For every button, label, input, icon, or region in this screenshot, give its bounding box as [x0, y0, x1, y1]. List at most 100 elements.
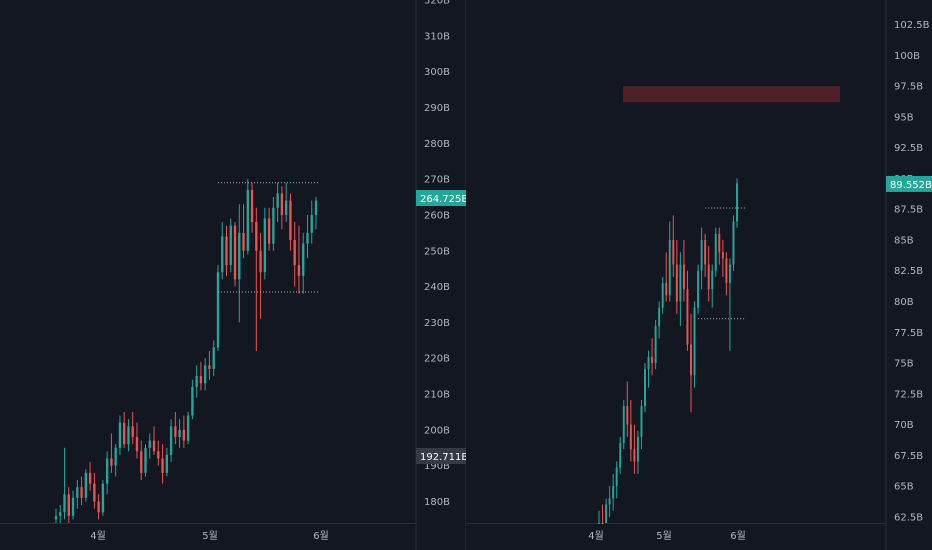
left-chart-pane[interactable]: 180B 190B 200B 210B 220B 230B 240B 250B 260B 270B… — [0, 0, 466, 550]
candle-body — [615, 467, 618, 487]
x-tick-label: 4월 — [90, 530, 106, 542]
candle-body — [238, 232, 241, 280]
y-tick-label: 230B — [424, 318, 450, 329]
candle-body — [67, 494, 70, 516]
candle-body — [721, 252, 724, 259]
y-tick-label: 310B — [424, 31, 450, 42]
candle-body — [59, 512, 62, 516]
right-candlestick-chart[interactable]: 62.5B 65B 67.5B 70B 72.5B 75B 77.5B 80B 82.5B 85B… — [466, 0, 932, 550]
candle-body — [672, 239, 675, 265]
candle-body — [114, 447, 117, 466]
last-price-label: 89.552B — [890, 180, 932, 191]
candle-body — [276, 193, 279, 208]
candle-body — [654, 326, 657, 364]
candle-body — [707, 264, 710, 290]
candle-body — [302, 243, 305, 276]
candle-body — [255, 222, 258, 251]
candle-body — [725, 258, 728, 284]
candle-body — [144, 447, 147, 473]
y-tick-label: 85B — [894, 235, 914, 246]
candle-body — [140, 451, 143, 473]
candle-body — [212, 347, 215, 369]
marker-price-label: 192.711B — [420, 452, 466, 463]
candle-body — [225, 236, 228, 266]
y-tick-label: 100B — [894, 51, 920, 62]
y-tick-label: 220B — [424, 354, 450, 365]
candle-body — [97, 501, 100, 513]
y-tick-label: 190B — [424, 461, 450, 472]
candle-body — [612, 486, 615, 499]
candle-body — [157, 451, 160, 459]
candle-body — [633, 449, 636, 462]
y-tick-label: 300B — [424, 67, 450, 78]
right-chart-pane[interactable]: 62.5B 65B 67.5B 70B 72.5B 75B 77.5B 80B 82.5B 85B… — [466, 0, 932, 550]
candle-body — [675, 264, 678, 302]
candle-body — [127, 426, 130, 445]
candle-body — [229, 225, 232, 266]
candle-body — [651, 356, 654, 364]
candle-body — [598, 523, 600, 524]
x-tick-label: 6월 — [730, 530, 746, 542]
candle-body — [718, 233, 721, 253]
candle-body — [640, 406, 643, 437]
candle-body — [195, 376, 198, 387]
candle-body — [293, 240, 296, 266]
candle-body — [629, 424, 632, 450]
candle-body — [686, 289, 689, 345]
candle-body — [246, 189, 249, 251]
x-tick-label: 5월 — [656, 530, 672, 542]
x-tick-label: 5월 — [202, 530, 218, 542]
candle-body — [297, 265, 301, 276]
candle-body — [682, 264, 685, 290]
candle-body — [191, 386, 194, 416]
y-tick-label: 65B — [894, 482, 914, 493]
candle-body — [626, 406, 629, 425]
x-tick-label: 4월 — [588, 530, 604, 542]
y-tick-label: 70B — [894, 420, 914, 431]
candle-body — [233, 225, 237, 280]
y-tick-label: 67.5B — [894, 451, 923, 462]
candle-body — [714, 233, 717, 271]
y-tick-label: 82.5B — [894, 266, 923, 277]
y-tick-label: 97.5B — [894, 82, 923, 93]
candle-body — [647, 356, 650, 370]
y-tick-label: 210B — [424, 390, 450, 401]
candle-body — [204, 365, 207, 384]
candle-body — [668, 239, 671, 296]
candle-body — [693, 307, 696, 376]
candle-body — [199, 376, 203, 384]
candle-body — [63, 494, 66, 513]
y-tick-label: 72.5B — [894, 389, 923, 400]
candle-body — [272, 207, 275, 244]
candle-body — [736, 183, 738, 222]
candle-body — [636, 436, 639, 462]
x-tick-label: 6월 — [313, 530, 329, 542]
y-tick-label: 80B — [894, 297, 914, 308]
candle-body — [605, 504, 608, 523]
y-tick-label: 290B — [424, 103, 450, 114]
candle-body — [216, 272, 220, 348]
candle-body — [250, 189, 254, 223]
candle-body — [54, 515, 58, 520]
candle-body — [658, 307, 661, 327]
candle-body — [84, 472, 88, 498]
candle-body — [700, 239, 703, 271]
candle-body — [732, 221, 735, 265]
candle-body — [728, 264, 731, 284]
candle-body — [697, 270, 700, 308]
candle-body — [665, 283, 668, 296]
candle-body — [88, 472, 92, 484]
candle-body — [178, 429, 181, 438]
candle-body — [608, 498, 611, 505]
candle-body — [280, 193, 284, 215]
candle-body — [105, 458, 109, 484]
candle-body — [267, 218, 271, 244]
candle-body — [174, 426, 177, 438]
left-candlestick-chart[interactable]: 180B 190B 200B 210B 220B 230B 240B 250B 260B 270B… — [0, 0, 466, 550]
candle-body — [93, 483, 96, 502]
candle-body — [221, 236, 224, 273]
candle-body — [123, 422, 126, 445]
candle-body — [208, 365, 211, 369]
candle-body — [169, 426, 173, 455]
candle-body — [110, 458, 113, 466]
